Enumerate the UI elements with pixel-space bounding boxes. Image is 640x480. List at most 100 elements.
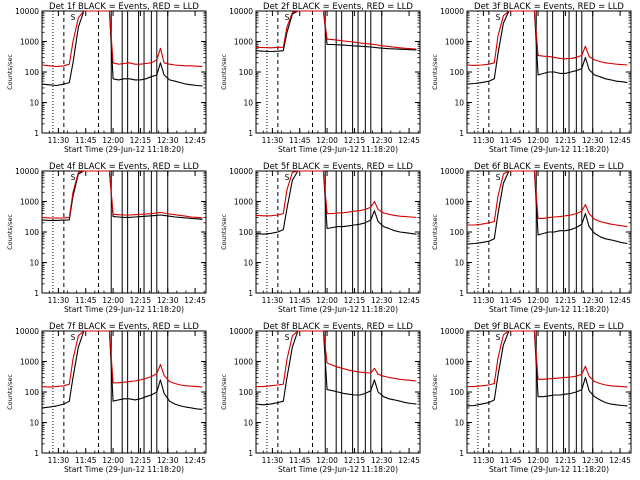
y-tick-label: 1 — [34, 289, 39, 298]
x-tick-label: 12:15 — [344, 296, 366, 305]
y-tick-label: 10000 — [15, 327, 39, 336]
plot-frame — [255, 170, 421, 294]
y-axis-label: Counts/sec — [6, 214, 14, 250]
y-tick-label: 100 — [239, 388, 254, 397]
panel-8: Det 8f BLACK = Events, RED = LLD 1 10 100 10… — [220, 322, 421, 474]
y-axis-label: Counts/sec — [220, 214, 228, 250]
x-tick-label: 12:30 — [582, 296, 604, 305]
x-tick-label: 12:15 — [344, 136, 366, 145]
lld-series-line — [256, 330, 417, 388]
panel-1: Det 1f BLACK = Events, RED = LLD 1 10 100 10… — [6, 2, 207, 154]
panel-title: Det 1f BLACK = Events, RED = LLD — [49, 2, 199, 12]
y-tick-label: 1 — [34, 449, 39, 458]
events-series-line — [466, 170, 628, 245]
y-tick-label: 1 — [248, 449, 253, 458]
x-tick-label: 12:30 — [157, 296, 179, 305]
x-tick-label: 11:30 — [48, 136, 70, 145]
state-marker: S — [71, 173, 76, 182]
x-tick-label: 11:30 — [262, 456, 284, 465]
x-tick-label: 12:45 — [398, 296, 420, 305]
x-tick-label: 12:15 — [555, 456, 577, 465]
lld-series-line — [41, 10, 203, 68]
x-tick-label: 12:15 — [130, 296, 152, 305]
state-marker: S — [285, 13, 290, 22]
y-tick-label: 1000 — [20, 198, 39, 207]
x-tick-label: 11:30 — [262, 136, 284, 145]
x-tick-label: 12:00 — [102, 296, 124, 305]
events-series-line — [255, 330, 417, 406]
panel-9: Det 9f BLACK = Events, RED = LLD 1 10 100 10… — [431, 322, 632, 474]
x-tick-label: 11:30 — [473, 136, 495, 145]
x-tick-label: 12:45 — [609, 296, 631, 305]
events-series-line — [466, 10, 628, 85]
y-tick-label: 10 — [454, 259, 464, 268]
y-axis-label: Counts/sec — [431, 374, 439, 410]
y-tick-label: 1000 — [445, 38, 464, 47]
x-tick-label: 12:15 — [130, 136, 152, 145]
x-tick-label: 12:00 — [316, 136, 338, 145]
state-marker: S — [71, 333, 76, 342]
lld-series-line — [41, 170, 203, 219]
x-tick-label: 12:45 — [184, 136, 206, 145]
x-axis-label: Start Time (29-Jun-12 11:18:20) — [489, 145, 609, 154]
events-series-line — [41, 170, 203, 221]
panel-3: Det 3f BLACK = Events, RED = LLD 1 10 100 10… — [431, 2, 632, 154]
y-tick-label: 1000 — [445, 198, 464, 207]
y-tick-label: 100 — [25, 68, 40, 77]
plot-frame — [41, 330, 207, 454]
panel-title: Det 2f BLACK = Events, RED = LLD — [263, 2, 413, 12]
panel-7: Det 7f BLACK = Events, RED = LLD 1 10 100 10… — [6, 322, 207, 474]
x-tick-label: 12:00 — [527, 136, 549, 145]
y-tick-label: 1000 — [234, 358, 253, 367]
y-tick-label: 10000 — [15, 7, 39, 16]
y-tick-label: 100 — [25, 228, 40, 237]
x-tick-label: 12:15 — [555, 296, 577, 305]
y-tick-label: 100 — [450, 228, 465, 237]
panel-2: Det 2f BLACK = Events, RED = LLD 1 10 100 10… — [220, 2, 421, 154]
x-tick-label: 11:45 — [500, 136, 522, 145]
plot-frame — [255, 10, 421, 134]
lld-series-line — [41, 330, 203, 388]
lld-series-line — [255, 170, 417, 218]
x-tick-label: 11:45 — [500, 456, 522, 465]
x-tick-label: 12:30 — [157, 456, 179, 465]
x-tick-label: 12:30 — [157, 136, 179, 145]
y-tick-label: 1000 — [20, 358, 39, 367]
y-tick-label: 100 — [450, 388, 465, 397]
panel-title: Det 4f BLACK = Events, RED = LLD — [49, 162, 199, 172]
state-marker: S — [71, 13, 76, 22]
y-tick-label: 10 — [454, 99, 464, 108]
y-axis-label: Counts/sec — [6, 54, 14, 90]
y-tick-label: 10 — [29, 419, 39, 428]
y-tick-label: 1000 — [234, 38, 253, 47]
state-marker: S — [496, 173, 501, 182]
y-tick-label: 1 — [248, 289, 253, 298]
y-tick-label: 1 — [459, 449, 464, 458]
x-tick-label: 11:30 — [48, 296, 70, 305]
events-series-line — [466, 330, 628, 407]
y-axis-label: Counts/sec — [220, 54, 228, 90]
x-axis-label: Start Time (29-Jun-12 11:18:20) — [64, 305, 184, 314]
y-tick-label: 10000 — [229, 327, 253, 336]
x-tick-label: 12:30 — [582, 136, 604, 145]
y-tick-label: 10000 — [440, 167, 464, 176]
x-axis-label: Start Time (29-Jun-12 11:18:20) — [489, 465, 609, 474]
plot-frame — [466, 330, 632, 454]
x-axis-label: Start Time (29-Jun-12 11:18:20) — [489, 305, 609, 314]
x-tick-label: 12:45 — [398, 456, 420, 465]
state-marker: S — [496, 13, 501, 22]
x-axis-label: Start Time (29-Jun-12 11:18:20) — [278, 145, 398, 154]
x-tick-label: 12:45 — [184, 296, 206, 305]
y-tick-label: 100 — [239, 68, 254, 77]
x-tick-label: 11:45 — [75, 456, 97, 465]
y-tick-label: 10 — [454, 419, 464, 428]
events-series-line — [255, 10, 417, 53]
x-tick-label: 12:15 — [130, 456, 152, 465]
y-tick-label: 10 — [243, 419, 253, 428]
x-tick-label: 12:00 — [316, 456, 338, 465]
lld-series-line — [467, 170, 628, 228]
x-tick-label: 12:00 — [102, 456, 124, 465]
x-axis-label: Start Time (29-Jun-12 11:18:20) — [278, 305, 398, 314]
x-tick-label: 11:30 — [473, 296, 495, 305]
